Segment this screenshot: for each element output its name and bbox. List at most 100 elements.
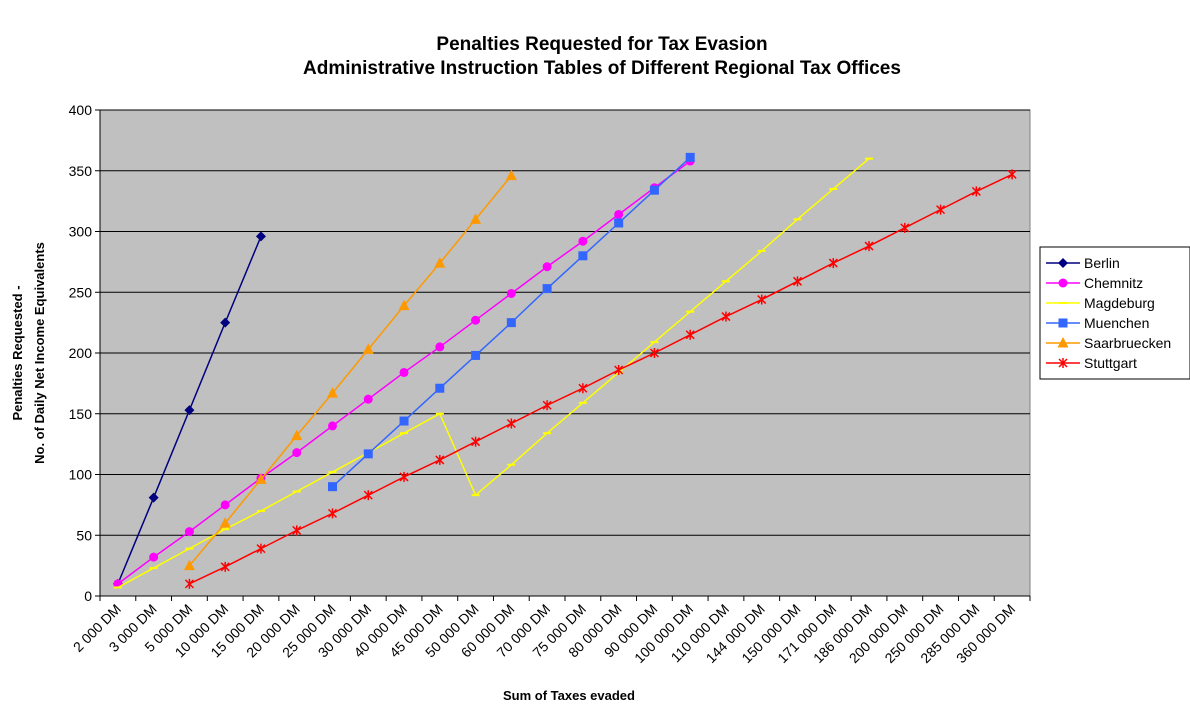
y-tick-label: 350 bbox=[69, 163, 93, 179]
data-point-chemnitz bbox=[614, 209, 624, 219]
legend-item-berlin: Berlin bbox=[1046, 255, 1120, 271]
x-axis-title: Sum of Taxes evaded bbox=[503, 688, 635, 703]
series-stuttgart bbox=[184, 169, 1017, 589]
series-line-saarbruecken bbox=[188, 175, 512, 567]
data-point-stuttgart bbox=[399, 471, 409, 482]
chart-title: Penalties Requested for Tax Evasion bbox=[436, 34, 767, 55]
y-tick-label: 300 bbox=[69, 224, 93, 240]
y-tick-label: 50 bbox=[76, 527, 92, 543]
data-point-stuttgart bbox=[614, 365, 624, 376]
legend-label: Berlin bbox=[1084, 255, 1120, 271]
data-point-saarbruecken bbox=[505, 169, 517, 181]
data-point-stuttgart bbox=[363, 490, 373, 501]
data-point-stuttgart bbox=[828, 258, 838, 269]
data-point-stuttgart bbox=[542, 400, 552, 411]
y-axis-title: Penalties Requested - bbox=[10, 285, 25, 420]
series-magdeburg bbox=[113, 157, 874, 589]
data-point-stuttgart bbox=[971, 186, 981, 197]
y-tick-label: 200 bbox=[69, 345, 93, 361]
data-point-saarbruecken bbox=[470, 213, 482, 224]
data-point-muenchen bbox=[614, 218, 624, 228]
data-point-muenchen bbox=[578, 251, 588, 261]
data-point-stuttgart bbox=[792, 276, 803, 287]
data-point-stuttgart bbox=[936, 204, 946, 215]
data-point-stuttgart bbox=[435, 454, 445, 465]
data-point-chemnitz bbox=[149, 552, 159, 562]
series-line-magdeburg bbox=[117, 158, 870, 589]
legend-item-muenchen: Muenchen bbox=[1046, 315, 1149, 331]
chart-subtitle: Administrative Instruction Tables of Dif… bbox=[303, 58, 901, 79]
data-point-stuttgart bbox=[184, 578, 194, 589]
data-point-stuttgart bbox=[506, 418, 516, 429]
data-point-stuttgart bbox=[220, 561, 230, 572]
data-point-saarbruecken bbox=[398, 299, 410, 311]
data-point-saarbruecken bbox=[183, 559, 195, 571]
data-point-berlin bbox=[184, 405, 195, 416]
data-point-chemnitz bbox=[578, 236, 588, 246]
legend-swatch-marker bbox=[1058, 358, 1068, 368]
y-tick-label: 150 bbox=[69, 406, 93, 422]
data-point-saarbruecken bbox=[219, 517, 231, 528]
data-point-saarbruecken bbox=[434, 257, 446, 268]
data-point-stuttgart bbox=[471, 436, 481, 447]
series-chemnitz bbox=[113, 156, 695, 589]
data-point-saarbruecken bbox=[255, 473, 267, 484]
chart-marks bbox=[112, 152, 1017, 589]
legend-label: Magdeburg bbox=[1084, 295, 1155, 311]
series-muenchen bbox=[328, 152, 695, 492]
data-point-stuttgart bbox=[578, 383, 588, 394]
data-point-stuttgart bbox=[256, 543, 266, 554]
data-point-chemnitz bbox=[292, 448, 302, 458]
data-point-muenchen bbox=[542, 284, 552, 294]
data-point-stuttgart bbox=[649, 348, 659, 358]
legend-item-saarbruecken: Saarbruecken bbox=[1046, 335, 1171, 351]
data-point-muenchen bbox=[435, 383, 445, 393]
legend-label: Saarbruecken bbox=[1084, 335, 1171, 351]
y-tick-label: 250 bbox=[69, 284, 93, 300]
y-tick-label: 100 bbox=[69, 467, 93, 483]
data-point-muenchen bbox=[649, 185, 659, 195]
legend-swatch-marker bbox=[1058, 258, 1068, 268]
legend-label: Chemnitz bbox=[1084, 275, 1143, 291]
y-tick-label: 400 bbox=[69, 102, 93, 118]
data-point-stuttgart bbox=[327, 508, 338, 519]
legend-label: Stuttgart bbox=[1084, 355, 1137, 371]
data-point-chemnitz bbox=[506, 288, 516, 298]
data-point-stuttgart bbox=[292, 525, 302, 536]
data-point-chemnitz bbox=[435, 342, 445, 352]
data-point-saarbruecken bbox=[362, 343, 374, 354]
data-point-stuttgart bbox=[721, 311, 731, 322]
data-point-stuttgart bbox=[864, 241, 874, 252]
data-point-muenchen bbox=[363, 449, 373, 459]
data-point-muenchen bbox=[471, 350, 481, 360]
data-point-berlin bbox=[255, 231, 266, 242]
data-point-chemnitz bbox=[471, 315, 481, 325]
plot-area bbox=[99, 109, 1031, 597]
legend: Berlin Chemnitz Magdeburg Muenchen Saarbruec… bbox=[1039, 246, 1190, 380]
series-saarbruecken bbox=[183, 169, 517, 571]
data-point-chemnitz bbox=[328, 421, 337, 431]
legend-label: Muenchen bbox=[1084, 315, 1149, 331]
data-point-muenchen bbox=[506, 318, 516, 328]
legend-box bbox=[1039, 246, 1190, 380]
legend-swatch-marker bbox=[1058, 318, 1068, 328]
data-point-stuttgart bbox=[900, 222, 910, 233]
data-point-muenchen bbox=[328, 482, 337, 492]
data-point-muenchen bbox=[685, 152, 695, 162]
y-axis-title-line2: No. of Daily Net Income Equivalents bbox=[32, 242, 47, 464]
data-point-stuttgart bbox=[1007, 169, 1017, 180]
legend-swatch-marker bbox=[1057, 337, 1069, 348]
data-point-chemnitz bbox=[184, 527, 194, 537]
data-point-saarbruecken bbox=[327, 387, 338, 398]
data-point-berlin bbox=[148, 492, 159, 503]
legend-item-chemnitz: Chemnitz bbox=[1046, 275, 1143, 291]
data-point-stuttgart bbox=[685, 329, 695, 340]
legend-item-magdeburg: Magdeburg bbox=[1046, 295, 1155, 311]
data-point-chemnitz bbox=[363, 394, 373, 404]
legend-item-stuttgart: Stuttgart bbox=[1046, 355, 1137, 371]
y-tick-label: 0 bbox=[84, 588, 92, 604]
legend-swatch-marker bbox=[1058, 278, 1068, 288]
data-point-saarbruecken bbox=[291, 429, 303, 441]
